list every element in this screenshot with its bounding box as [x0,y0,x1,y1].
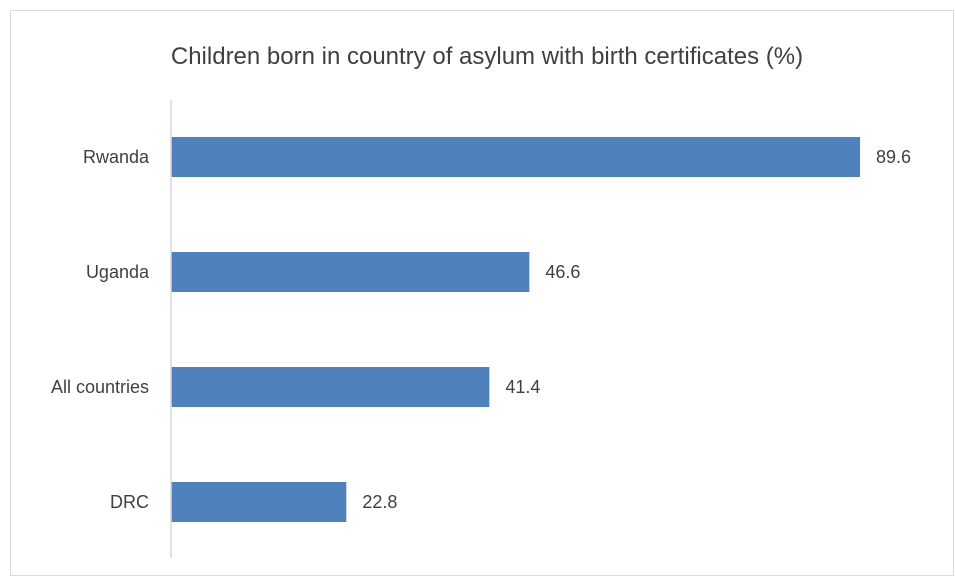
category-label-rwanda: Rwanda [83,147,150,167]
category-label-uganda: Uganda [86,262,150,282]
chart-title: Children born in country of asylum with … [171,43,803,70]
value-label-drc: 22.8 [362,492,397,512]
bar-rwanda [171,137,860,177]
chart-frame [10,10,954,576]
category-label-drc: DRC [110,492,149,512]
value-label-rwanda: 89.6 [876,147,911,167]
value-label-all-countries: 41.4 [505,377,540,397]
bar-uganda [171,252,530,292]
category-label-all-countries: All countries [51,377,149,397]
value-label-uganda: 46.6 [545,262,580,282]
bar-drc [171,482,347,522]
bar-all-countries [171,367,490,407]
